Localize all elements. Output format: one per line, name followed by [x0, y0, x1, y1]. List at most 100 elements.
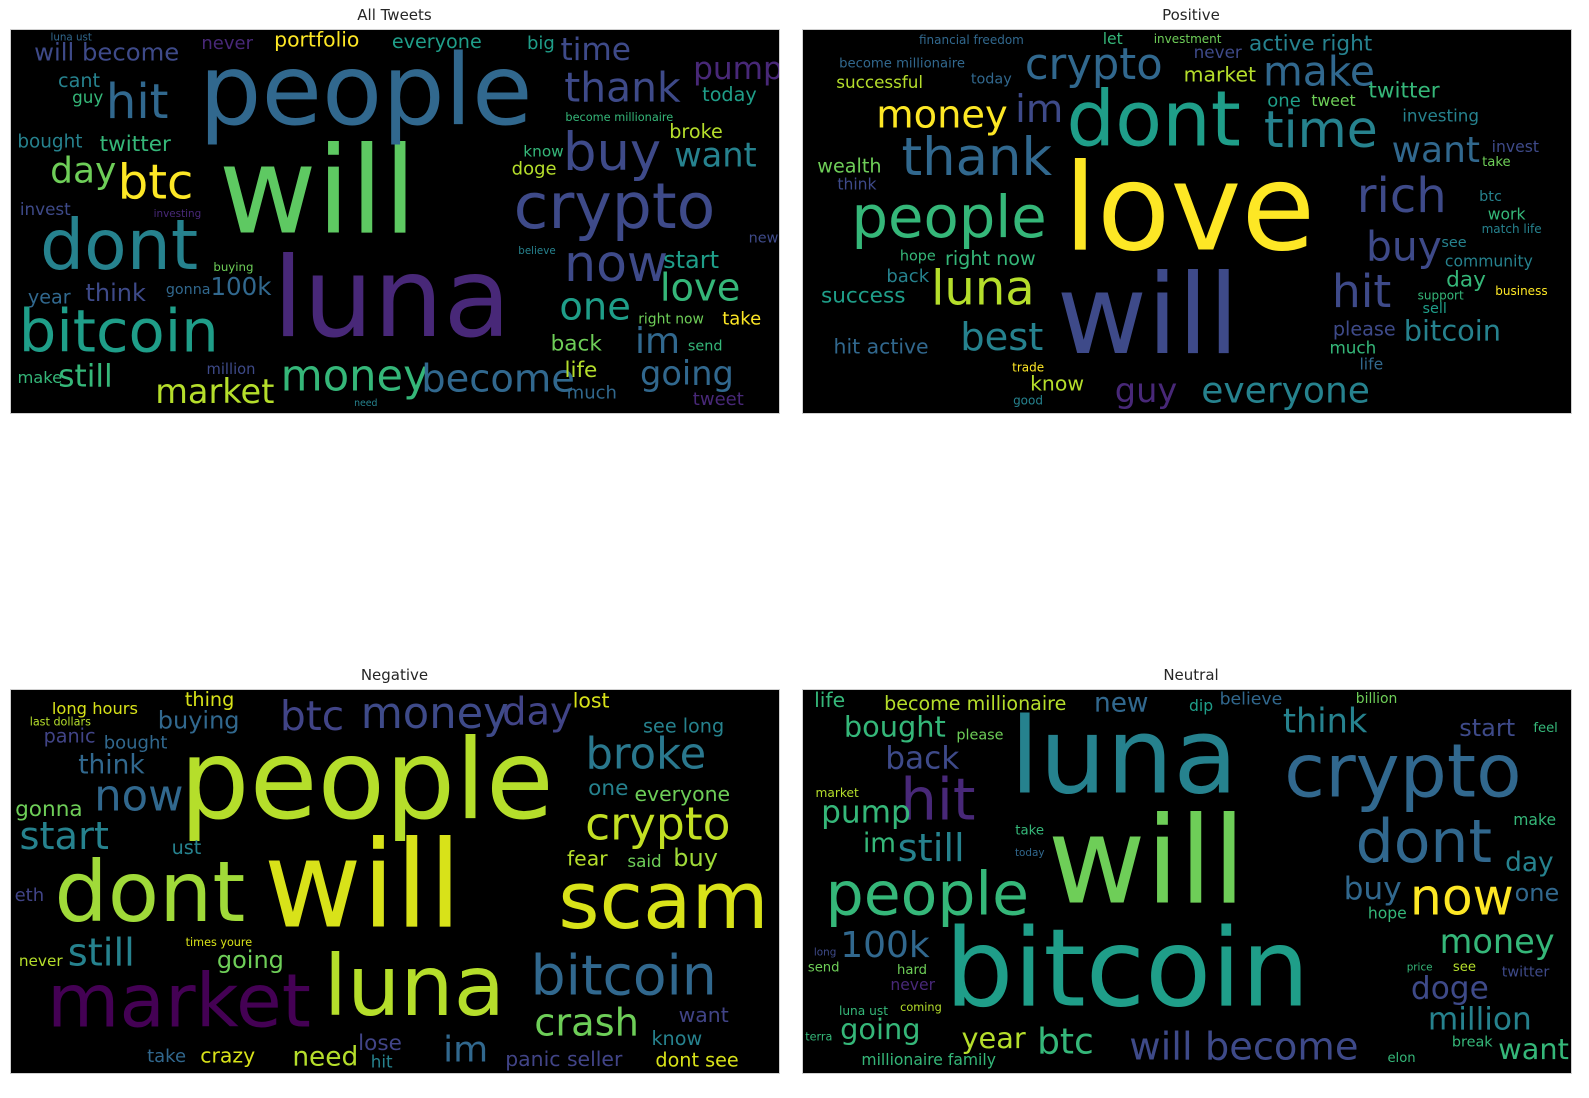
- cloud-word: feel: [1533, 721, 1558, 736]
- cloud-word: right now: [945, 247, 1036, 270]
- cloud-word: everyone: [1201, 371, 1370, 412]
- cloud-word: think: [86, 279, 147, 307]
- cloud-word: twitter: [100, 132, 171, 157]
- cloud-word: never: [201, 33, 253, 54]
- cloud-word: last dollars: [30, 716, 91, 729]
- cloud-word: crazy: [200, 1043, 255, 1067]
- cloud-word: know: [523, 142, 563, 160]
- cloud-word: investing: [154, 208, 202, 220]
- cloud-word: know: [1030, 372, 1084, 396]
- cloud-word: sell: [1423, 301, 1447, 317]
- cloud-word: please: [1333, 318, 1396, 341]
- cloud-word: now: [1410, 867, 1514, 926]
- cloud-word: tweet: [693, 389, 744, 410]
- cloud-word: think: [78, 750, 145, 781]
- cloud-word: dont see: [655, 1048, 738, 1071]
- cloud-word: back: [551, 332, 603, 357]
- cloud-word: crash: [534, 1000, 639, 1045]
- cloud-word: hard: [897, 963, 927, 978]
- cloud-word: luna: [273, 235, 511, 363]
- cloud-word: fear: [567, 847, 608, 871]
- cloud-word: crypto: [585, 797, 731, 850]
- cloud-word: one: [1267, 91, 1301, 112]
- cloud-word: money: [361, 690, 509, 739]
- cloud-word: im: [863, 828, 896, 859]
- cloud-word: going: [217, 946, 284, 974]
- cloud-word: tweet: [1311, 92, 1355, 110]
- cloud-word: coming: [900, 1001, 942, 1014]
- cloud-word: trade: [1012, 360, 1044, 374]
- cloud-word: want: [674, 135, 757, 174]
- cloud-word: back: [885, 741, 959, 777]
- cloud-word: bitcoin: [1404, 313, 1501, 347]
- cloud-word: luna ust: [839, 1004, 888, 1018]
- cloud-word: hit: [371, 1052, 393, 1072]
- cloud-word: right now: [638, 312, 704, 328]
- cloud-word: guy: [1115, 371, 1177, 410]
- cloud-word: think: [1283, 702, 1368, 741]
- cloud-word: lost: [573, 690, 610, 712]
- cloud-word: 100k: [210, 272, 272, 301]
- cloud-word: life: [564, 358, 597, 383]
- cloud-word: dont: [1066, 75, 1241, 164]
- cloud-word: long hours: [52, 699, 138, 718]
- cloud-word: make: [1513, 811, 1556, 829]
- cloud-word: people: [180, 717, 554, 845]
- cloud-word: will become: [34, 37, 179, 66]
- cloud-word: see: [1453, 960, 1476, 975]
- cloud-word: never: [890, 976, 935, 994]
- panel-positive: Positive love will dont people thank time luna…: [793, 0, 1589, 420]
- cloud-word: luna: [324, 937, 505, 1035]
- cloud-word: pump: [821, 794, 911, 830]
- cloud-word: match life: [1482, 222, 1542, 236]
- cloud-word: people: [851, 184, 1046, 251]
- cloud-word: time: [561, 32, 631, 68]
- cloud-word: doge: [512, 158, 557, 179]
- chart-title: All Tweets: [357, 6, 432, 24]
- cloud-word: btc: [1037, 1022, 1094, 1063]
- cloud-word: year: [961, 1021, 1025, 1055]
- cloud-word: become: [421, 357, 575, 402]
- cloud-word: thing: [185, 690, 234, 711]
- cloud-word: day: [50, 150, 116, 191]
- cloud-word: year: [28, 286, 71, 309]
- cloud-word: start: [20, 814, 109, 859]
- cloud-word: one: [559, 285, 630, 330]
- cloud-word: luna ust: [50, 31, 91, 43]
- cloud-word: panic: [44, 724, 96, 747]
- cloud-word: lose: [358, 1031, 402, 1056]
- cloud-word: buy: [673, 844, 718, 872]
- cloud-word: one: [1515, 879, 1560, 907]
- cloud-word: buying: [158, 707, 240, 735]
- cloud-word: financial freedom: [919, 33, 1024, 47]
- cloud-word: people: [199, 34, 533, 148]
- cloud-word: times youre: [186, 936, 253, 949]
- chart-title: Positive: [1162, 6, 1220, 24]
- cloud-word: market: [47, 958, 311, 1045]
- cloud-word: see: [1441, 235, 1466, 251]
- cloud-word: make: [1263, 47, 1375, 95]
- cloud-word: im: [635, 321, 680, 362]
- cloud-word: invest: [1492, 138, 1539, 156]
- cloud-word: take: [1015, 823, 1044, 838]
- cloud-word: luna: [1010, 694, 1238, 817]
- cloud-word: make: [17, 368, 62, 387]
- cloud-word: business: [1495, 284, 1547, 298]
- cloud-word: doge: [1411, 971, 1489, 1007]
- cloud-word: successful: [836, 72, 923, 92]
- cloud-word: everyone: [635, 782, 731, 806]
- cloud-word: will become: [1129, 1024, 1358, 1069]
- chart-title: Neutral: [1163, 666, 1219, 684]
- cloud-word: community: [1445, 253, 1533, 271]
- cloud-word: scam: [558, 854, 768, 947]
- cloud-word: market: [816, 786, 859, 800]
- cloud-word: million: [1428, 1002, 1532, 1038]
- cloud-word: btc: [1479, 189, 1502, 205]
- cloud-word: rich: [1357, 168, 1447, 224]
- cloud-word: think: [837, 175, 876, 193]
- cloud-word: buy: [563, 122, 661, 183]
- cloud-word: 100k: [840, 925, 930, 966]
- cloud-word: going: [840, 1012, 920, 1046]
- cloud-word: dont: [40, 205, 198, 286]
- cloud-word: twitter: [1502, 964, 1550, 980]
